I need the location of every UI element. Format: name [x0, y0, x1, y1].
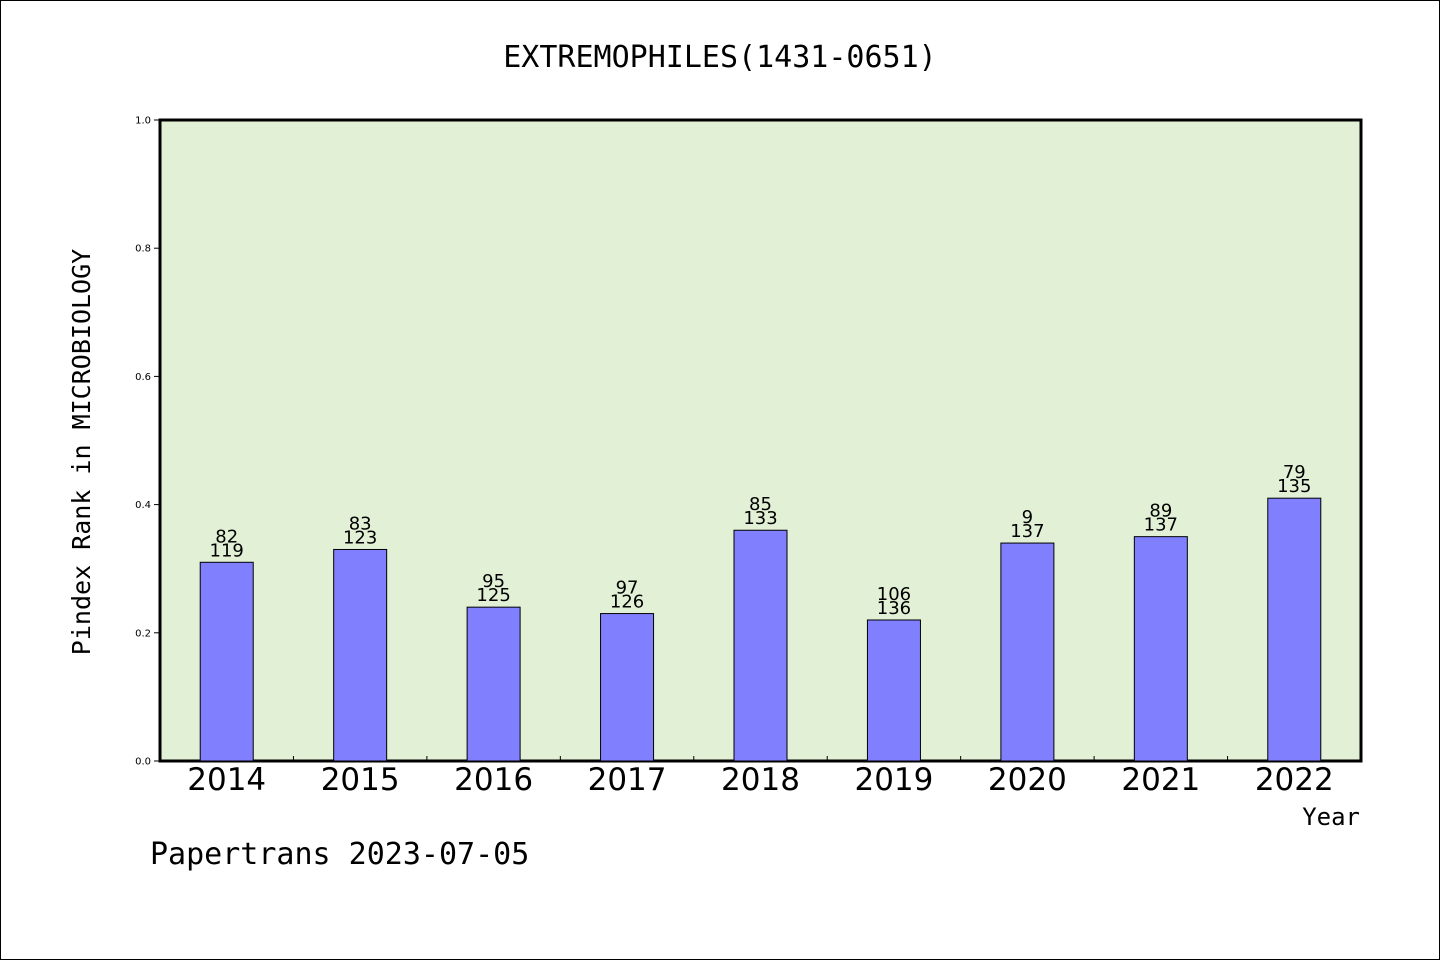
footer-text: Papertrans 2023-07-05 — [150, 837, 529, 872]
data-label-bottom-2022: 135 — [1277, 476, 1311, 497]
data-label-top-2017: 97 — [616, 578, 639, 599]
data-label-top-2016: 95 — [482, 571, 505, 592]
x-tick-label-2021: 2021 — [1121, 762, 1200, 798]
chart-title: EXTREMOPHILES(1431-0651) — [503, 40, 936, 75]
data-label-bottom-2019: 136 — [877, 598, 911, 619]
x-axis: 2014 2015 2016 2017 2018 2019 2020 2021 2022 — [187, 756, 1334, 798]
bars-group — [199, 497, 1322, 762]
x-tick-label-2022: 2022 — [1255, 762, 1334, 798]
bar-2021 — [1133, 536, 1188, 762]
y-tick-label-2: 0.4 — [135, 500, 151, 511]
bar-2022 — [1267, 497, 1322, 762]
x-tick-label-2018: 2018 — [721, 762, 800, 798]
data-label-bottom-2021: 137 — [1144, 515, 1178, 536]
bar-2019 — [866, 619, 921, 762]
x-tick-label-2017: 2017 — [588, 762, 667, 798]
y-tick-label-5: 1.0 — [135, 116, 151, 127]
data-label-top-2019: 106 — [877, 584, 911, 605]
data-label-bottom-2015: 123 — [343, 527, 377, 548]
bar-2018 — [733, 529, 788, 762]
data-label-bottom-2014: 119 — [210, 540, 244, 561]
data-label-top-2021: 89 — [1149, 501, 1172, 522]
data-label-bottom-2016: 125 — [476, 585, 510, 606]
data-label-top-2015: 83 — [349, 513, 372, 534]
y-axis-label: Pindex Rank in MICROBIOLOGY — [67, 249, 96, 655]
data-label-top-2020: 9 — [1022, 507, 1033, 528]
y-tick-label-3: 0.6 — [135, 372, 151, 383]
x-axis-label: Year — [1302, 803, 1360, 831]
x-tick-label-2019: 2019 — [854, 762, 933, 798]
y-tick-label-0: 0.0 — [135, 757, 151, 768]
bar-2014 — [199, 561, 254, 762]
bar-2015 — [333, 548, 388, 762]
x-tick-label-2016: 2016 — [454, 762, 533, 798]
x-tick-label-2020: 2020 — [988, 762, 1067, 798]
y-tick-label-1: 0.2 — [135, 628, 151, 639]
y-tick-label-4: 0.8 — [135, 244, 151, 255]
data-label-bottom-2018: 133 — [743, 508, 777, 529]
x-tick-label-2014: 2014 — [187, 762, 266, 798]
data-label-top-2014: 82 — [215, 526, 238, 547]
bar-2020 — [1000, 542, 1055, 762]
data-label-top-2018: 85 — [749, 494, 772, 515]
y-axis: 0.0 0.2 0.4 0.6 0.8 1.0 — [135, 116, 160, 768]
x-tick-label-2015: 2015 — [321, 762, 400, 798]
bar-2017 — [600, 613, 655, 762]
data-label-bottom-2020: 137 — [1010, 521, 1044, 542]
data-label-bottom-2017: 126 — [610, 592, 644, 613]
bar-2016 — [466, 606, 521, 762]
data-label-top-2022: 79 — [1283, 462, 1306, 483]
